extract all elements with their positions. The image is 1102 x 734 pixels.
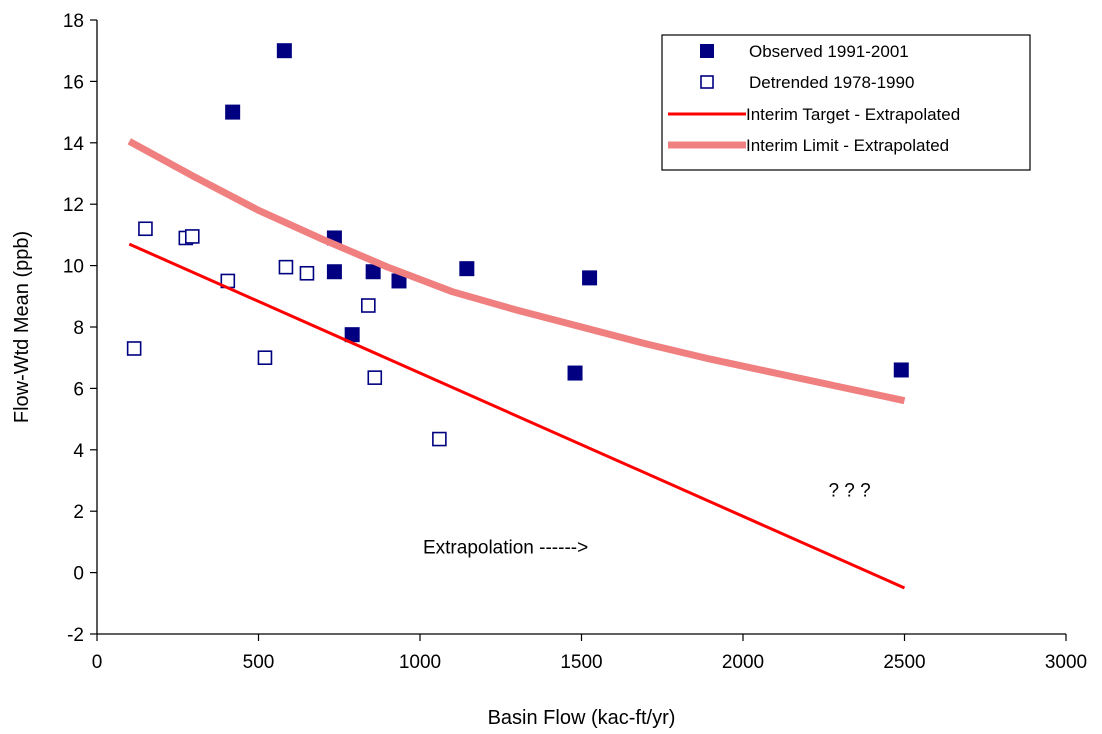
legend-entry-0: Observed 1991-2001 [700,42,909,61]
legend-observed-swatch [700,44,714,58]
legend-label: Detrended 1978-1990 [749,73,914,92]
annotations: Extrapolation ------> ? ? ? [423,481,871,559]
x-tick-label: 1000 [399,652,441,673]
detrended-point [299,265,315,281]
x-tick-label: 0 [92,652,103,673]
legend-entry-1: Detrended 1978-1990 [700,73,914,92]
y-tick-label: 0 [73,564,84,585]
detrended-point [278,259,294,275]
observed-point [391,273,407,289]
y-tick-label: -2 [67,625,84,646]
observed-point [567,365,583,381]
x-tick-label: 3000 [1045,652,1087,673]
y-tick-label: 18 [63,11,84,32]
observed-point [326,264,342,280]
y-tick-label: 4 [73,441,84,462]
y-tick-label: 6 [73,379,84,400]
axes: -2 0 2 4 6 8 10 12 14 16 18 0 500 1000 1500 2000 2500 300… [11,11,1087,729]
series-3 [127,138,906,405]
x-tick-label: 1500 [560,652,602,673]
detrended-point [257,350,273,366]
series-0 [225,43,909,381]
annotation-text: ? ? ? [828,481,870,502]
y-tick-label: 16 [63,72,84,93]
legend-label: Observed 1991-2001 [749,42,909,61]
interim-target-line [128,242,906,590]
y-axis-title: Flow-Wtd Mean (ppb) [11,231,33,423]
annotation-text: Extrapolation ------> [423,538,588,559]
legend-label: Interim Limit - Extrapolated [746,136,949,155]
observed-point [365,264,381,280]
observed-point [276,43,292,59]
detrended-point [367,370,383,385]
detrended-point [184,229,200,244]
x-tick-label: 500 [243,652,275,673]
observed-point [582,270,598,286]
y-tick-label: 14 [63,134,85,155]
legend-detrended-swatch [700,75,714,89]
observed-point [893,362,909,378]
x-tick-label: 2000 [722,652,764,673]
interim-limit-line [127,138,906,405]
legend-entry-3: Interim Limit - Extrapolated [668,136,949,155]
x-axis-title: Basin Flow (kac-ft/yr) [488,707,676,729]
y-tick-label: 2 [73,502,84,523]
plot-series [126,43,909,590]
detrended-point [432,431,447,447]
observed-point [225,104,241,120]
series-2 [128,242,906,590]
x-tick-label: 2500 [883,652,925,673]
observed-point [344,327,360,343]
detrended-point [138,221,153,237]
detrended-point [126,341,142,356]
y-tick-label: 8 [73,318,84,339]
legend-label: Interim Target - Extrapolated [746,105,960,124]
y-tick-label: 12 [63,195,84,216]
y-tick-label: 10 [63,257,84,278]
legend: Observed 1991-2001 Detrended 1978-1990 Int… [661,34,1031,171]
series-1 [126,221,447,447]
detrended-point [361,298,376,313]
legend-entry-2: Interim Target - Extrapolated [668,105,960,124]
observed-point [459,261,475,277]
